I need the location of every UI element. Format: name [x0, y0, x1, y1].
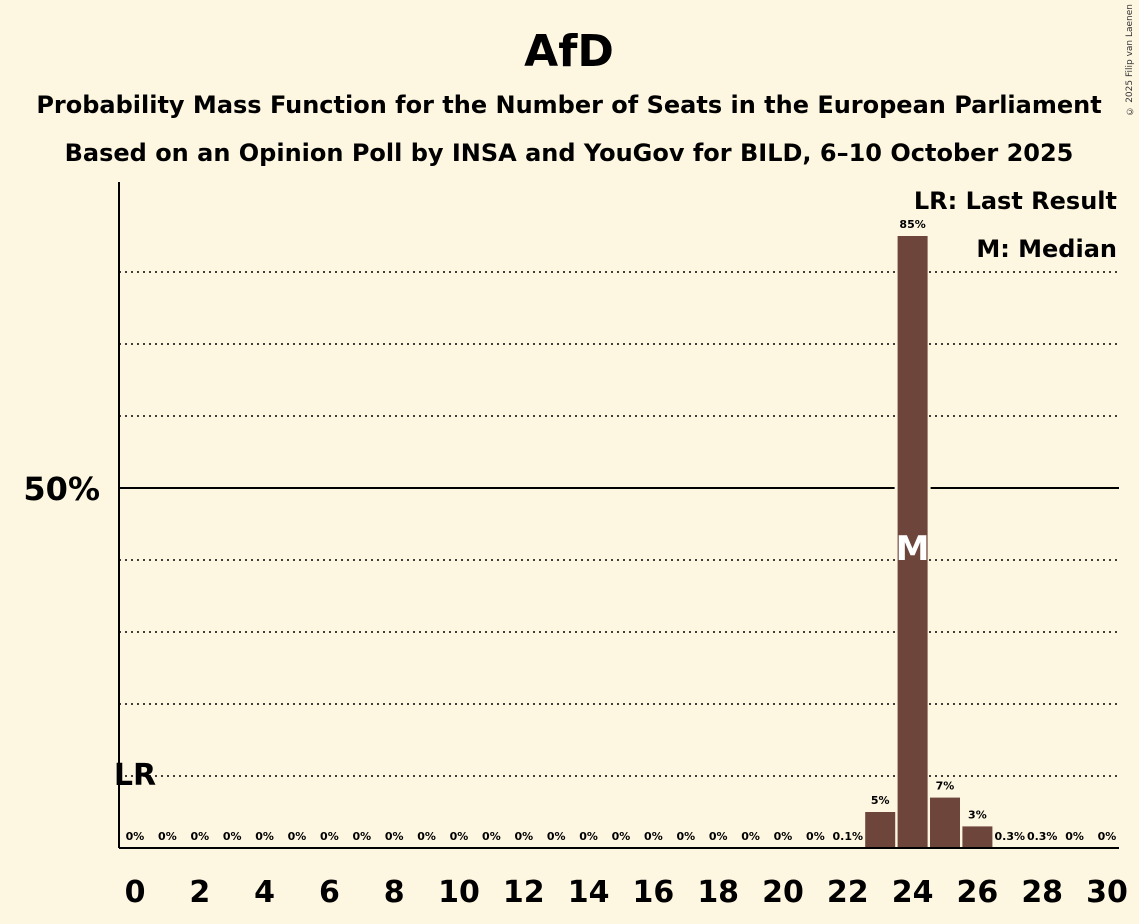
- data-label: 85%: [899, 218, 925, 231]
- data-label: 0%: [1065, 830, 1084, 843]
- x-tick-label: 8: [384, 875, 405, 910]
- data-label: 0%: [774, 830, 793, 843]
- gridlines: [119, 271, 1119, 777]
- legend-median: M: Median: [976, 235, 1117, 263]
- copyright-notice: © 2025 Filip van Laenen: [1125, 4, 1135, 116]
- data-label: 0.3%: [1027, 830, 1058, 843]
- data-label: 0%: [385, 830, 404, 843]
- data-label: 0%: [1098, 830, 1117, 843]
- chart-title: AfD: [524, 26, 614, 77]
- data-label: 0%: [514, 830, 533, 843]
- data-label: 3%: [968, 808, 987, 821]
- markers: M LR: [114, 529, 930, 793]
- bar: [865, 812, 896, 848]
- data-label: 0%: [709, 830, 728, 843]
- median-marker: M: [896, 529, 930, 569]
- bar: [897, 236, 928, 848]
- data-label: 0%: [352, 830, 371, 843]
- data-label: 0.3%: [995, 830, 1026, 843]
- data-label: 0%: [320, 830, 339, 843]
- x-tick-label: 24: [892, 875, 934, 910]
- chart-subtitle-2: Based on an Opinion Poll by INSA and You…: [65, 139, 1074, 167]
- x-tick-label: 26: [957, 875, 999, 910]
- x-tick-label: 18: [697, 875, 739, 910]
- x-tick-label: 2: [189, 875, 210, 910]
- chart-subtitle-1: Probability Mass Function for the Number…: [36, 91, 1101, 119]
- data-label: 0%: [255, 830, 274, 843]
- data-label: 0%: [741, 830, 760, 843]
- x-tick-label: 14: [568, 875, 610, 910]
- x-tick-label: 30: [1086, 875, 1128, 910]
- data-label: 0%: [126, 830, 145, 843]
- last-result-marker: LR: [114, 758, 156, 793]
- data-label: 0%: [450, 830, 469, 843]
- data-label: 0%: [288, 830, 307, 843]
- bars: [865, 236, 993, 848]
- data-label: 0%: [644, 830, 663, 843]
- data-label: 0%: [417, 830, 436, 843]
- data-label: 0%: [482, 830, 501, 843]
- data-label: 0%: [223, 830, 242, 843]
- x-tick-label: 12: [503, 875, 545, 910]
- y-axis-ticks: 50%: [23, 470, 100, 508]
- x-tick-label: 4: [254, 875, 275, 910]
- data-label: 0%: [579, 830, 598, 843]
- bar: [930, 797, 960, 848]
- data-label: 0%: [158, 830, 177, 843]
- data-label: 0%: [547, 830, 566, 843]
- x-tick-label: 0: [125, 875, 146, 910]
- data-label: 5%: [871, 794, 890, 807]
- data-label: 7%: [936, 780, 955, 793]
- data-label: 0%: [676, 830, 695, 843]
- x-tick-label: 22: [827, 875, 869, 910]
- x-tick-label: 16: [633, 875, 675, 910]
- data-label: 0%: [806, 830, 825, 843]
- x-tick-label: 20: [762, 875, 804, 910]
- x-tick-label: 6: [319, 875, 340, 910]
- x-axis-ticks: 0 2 4 6 8 10 12 14 16 18 20 22 24 26 28 30: [125, 875, 1128, 910]
- data-label: 0%: [190, 830, 209, 843]
- x-tick-label: 10: [438, 875, 480, 910]
- data-label: 0.1%: [833, 830, 864, 843]
- legend-last-result: LR: Last Result: [914, 187, 1117, 215]
- bar: [962, 826, 993, 848]
- data-labels: 0% 0% 0% 0% 0% 0% 0% 0% 0% 0% 0% 0% 0% 0% 0% 0% 0% 0% 0% 0%…: [126, 218, 1117, 843]
- data-label: 0%: [612, 830, 631, 843]
- x-tick-label: 28: [1021, 875, 1063, 910]
- y-tick-label: 50%: [23, 470, 100, 508]
